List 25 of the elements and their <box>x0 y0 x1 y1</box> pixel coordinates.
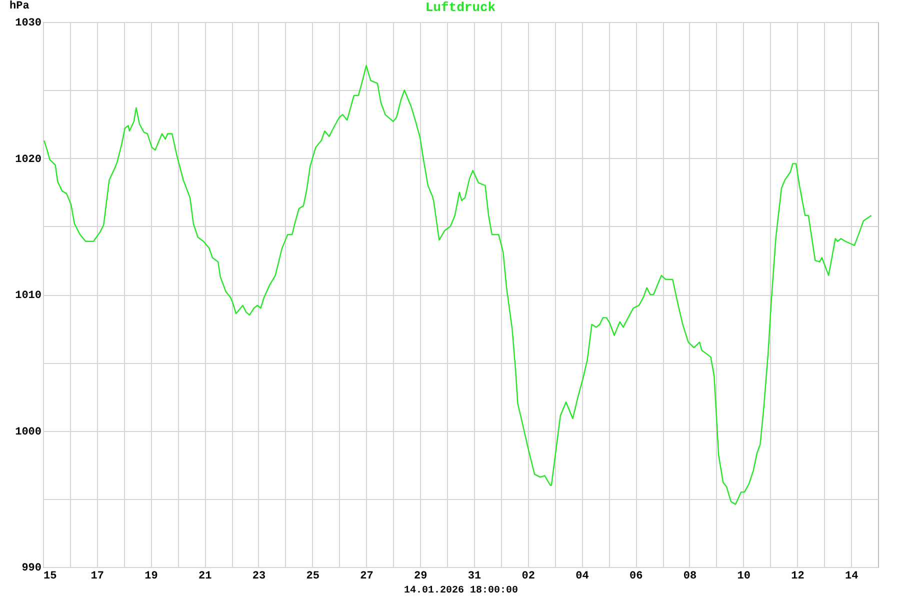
line-series <box>44 65 872 505</box>
x-axis-title: 14.01.2026 18:00:00 <box>404 586 518 596</box>
x-tick-label: 27 <box>360 570 374 582</box>
x-tick-label: 08 <box>683 570 697 582</box>
x-tick-label: 10 <box>737 570 750 582</box>
y-tick-label: 990 <box>22 562 42 574</box>
x-tick-label: 31 <box>468 570 482 582</box>
y-axis-title: hPa <box>10 0 30 12</box>
chart-title: Luftdruck <box>425 0 496 15</box>
x-tick-label: 15 <box>44 570 58 582</box>
x-tick-label: 12 <box>791 570 804 582</box>
x-tick-label: 14 <box>844 570 859 582</box>
x-tick-label: 19 <box>144 570 158 582</box>
y-tick-label: 1010 <box>15 290 42 302</box>
y-tick-label: 1000 <box>15 426 42 438</box>
y-tick-label: 1030 <box>15 18 42 30</box>
x-tick-label: 06 <box>629 570 643 582</box>
x-tick-label: 21 <box>198 570 212 582</box>
x-tick-label: 04 <box>576 570 590 582</box>
x-tick-label: 23 <box>252 570 266 582</box>
x-tick-label: 29 <box>414 570 428 582</box>
x-tick-label: 17 <box>90 570 104 582</box>
x-tick-label: 25 <box>306 570 320 582</box>
y-tick-label: 1020 <box>15 154 42 166</box>
x-tick-label: 02 <box>522 570 535 582</box>
